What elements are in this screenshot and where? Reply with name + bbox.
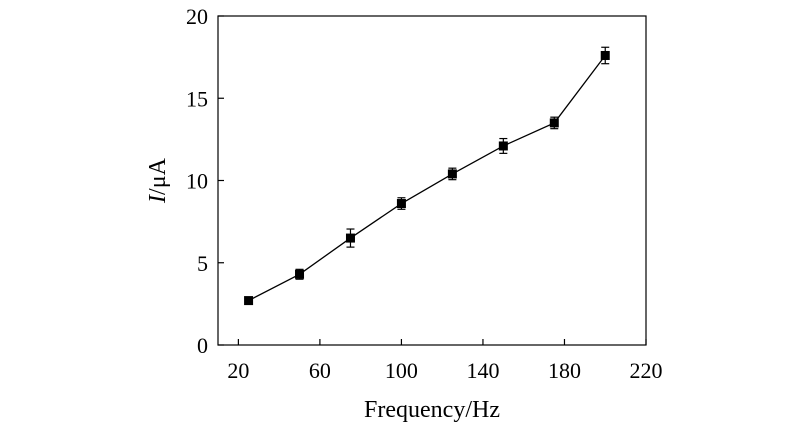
plot-area <box>217 15 647 346</box>
y-tick-label: 15 <box>186 86 208 111</box>
x-tick-label: 180 <box>548 358 581 383</box>
y-axis-label-unit: /μA <box>145 157 171 195</box>
data-point <box>244 296 254 306</box>
y-tick-label: 0 <box>197 333 208 358</box>
y-axis: 0 5 10 15 20 <box>186 4 224 358</box>
data-point <box>600 50 610 60</box>
x-tick-label: 140 <box>466 358 499 383</box>
x-tick-label: 220 <box>630 358 663 383</box>
data-point <box>295 269 305 279</box>
x-axis: 20 60 100 140 180 220 <box>227 339 663 383</box>
plot-frame <box>217 15 647 346</box>
data-point <box>549 118 559 128</box>
x-tick-label: 60 <box>309 358 331 383</box>
y-tick-label: 20 <box>186 4 208 29</box>
series-layer <box>244 46 610 306</box>
y-tick-label: 10 <box>186 169 208 194</box>
data-point <box>498 141 508 151</box>
y-axis-label-italic: I <box>145 194 171 204</box>
data-point <box>345 233 355 243</box>
x-tick-label: 20 <box>227 358 249 383</box>
series-line <box>248 55 606 302</box>
y-axis-label: I/μA <box>145 157 171 204</box>
data-point <box>396 199 406 209</box>
x-tick-label: 100 <box>385 358 418 383</box>
data-point <box>447 169 457 179</box>
x-axis-label: Frequency/Hz <box>364 397 500 423</box>
y-tick-label: 5 <box>197 251 208 276</box>
